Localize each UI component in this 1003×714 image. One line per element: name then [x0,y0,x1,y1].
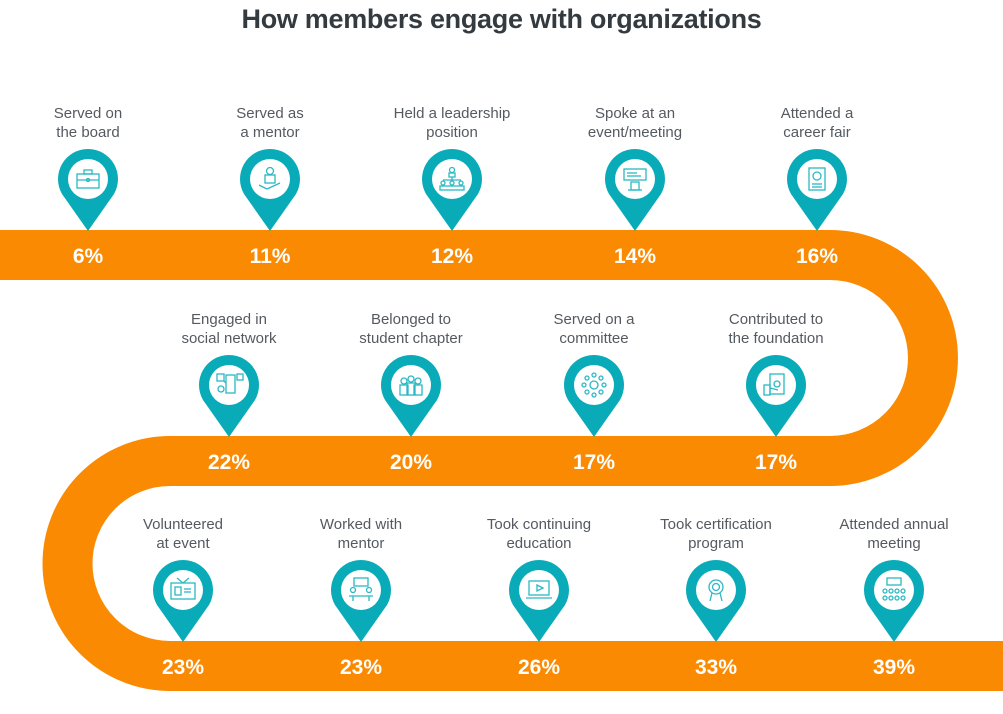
item-label: Served as [236,105,304,122]
engagement-item: Took continuing education 26% [487,516,591,679]
pin-icon-circle [615,159,655,199]
item-label: program [688,535,744,552]
tv-badge-icon [170,577,196,600]
engagement-item: Served on the board 6% [54,105,122,268]
pin-icon-circle [756,365,796,405]
pin-icon-circle [391,365,431,405]
item-label: student chapter [359,330,462,347]
item-label: Served on a [554,311,636,328]
item-label: committee [559,330,628,347]
engagement-item: Contributed to the foundation 17% [728,311,823,474]
item-label: Worked with [320,516,402,533]
item-label: event/meeting [588,124,682,141]
pin-icon-circle [163,570,203,610]
engagement-item: Attended annual meeting 39% [839,516,948,679]
pin-icon-circle [574,365,614,405]
pin-icon-circle [209,365,249,405]
item-label: Took continuing [487,516,591,533]
engagement-item: Spoke at an event/meeting 14% [588,105,682,268]
item-label: career fair [783,124,851,141]
engagement-item: Engaged in social network 22% [181,311,277,474]
engagement-item: Served on a committee 17% [554,311,636,474]
item-label: Engaged in [191,311,267,328]
item-percentage: 22% [208,451,250,474]
item-label: Took certification [660,516,772,533]
audience-icon [882,577,906,601]
item-label: the foundation [728,330,823,347]
engagement-item: Served as a mentor 11% [236,105,304,268]
item-label: Attended a [781,105,854,122]
resume-icon [808,167,826,191]
item-percentage: 33% [695,656,737,679]
item-percentage: 14% [614,245,656,268]
meeting-icon [349,577,373,601]
item-label: Contributed to [729,311,823,328]
mentor-hand-icon [258,166,281,190]
pin-icon-circle [797,159,837,199]
item-label: social network [181,330,277,347]
money-hand-icon [763,373,785,396]
pin-icon-circle [874,570,914,610]
item-label: Served on [54,105,122,122]
item-label: position [426,124,478,141]
item-label: Spoke at an [595,105,675,122]
certificate-icon [708,579,724,602]
item-percentage: 23% [340,656,382,679]
item-percentage: 12% [431,245,473,268]
item-label: Belonged to [371,311,451,328]
briefcase-icon [76,169,100,189]
engagement-item: Worked with mentor 23% [320,516,402,679]
network-icon [581,372,607,398]
laptop-video-icon [526,580,552,599]
item-label: meeting [867,535,920,552]
item-label: a mentor [240,124,299,141]
item-label: Volunteered [143,516,223,533]
item-label: Held a leadership [394,105,511,122]
item-label: education [506,535,571,552]
engagement-item: Held a leadership position 12% [394,105,511,268]
engagement-item: Volunteered at event 23% [143,516,223,679]
item-label: at event [156,535,210,552]
item-percentage: 39% [873,656,915,679]
item-percentage: 16% [796,245,838,268]
item-percentage: 17% [573,451,615,474]
students-icon [399,375,423,396]
winding-path [0,230,1003,691]
engagement-item: Belonged to student chapter 20% [359,311,462,474]
item-percentage: 6% [73,245,104,268]
pin-icon-circle [341,570,381,610]
item-label: Attended annual [839,516,948,533]
item-percentage: 20% [390,451,432,474]
item-percentage: 17% [755,451,797,474]
infographic-title: How members engage with organizations [241,4,762,34]
social-phone-icon [216,373,244,394]
engagement-item: Attended a career fair 16% [781,105,854,268]
podium-icon [623,168,647,191]
item-percentage: 23% [162,656,204,679]
pin-icon-circle [250,159,290,199]
engagement-item: Took certification program 33% [660,516,772,679]
org-chart-icon [439,166,465,191]
item-percentage: 26% [518,656,560,679]
item-percentage: 11% [250,245,291,268]
item-label: mentor [338,535,385,552]
item-label: the board [56,124,119,141]
